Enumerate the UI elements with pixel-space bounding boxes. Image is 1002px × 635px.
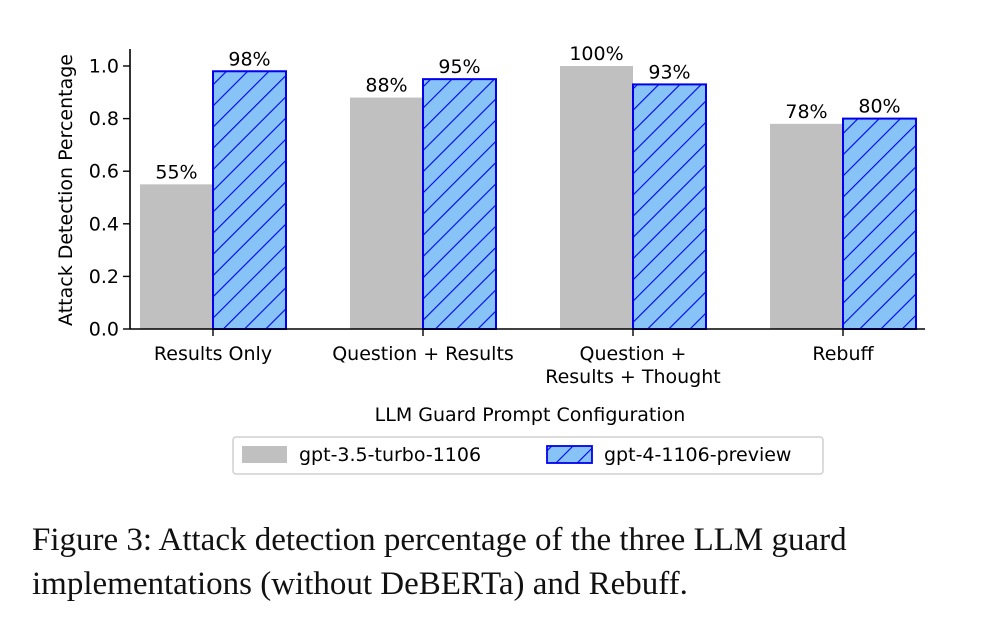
y-tick-label: 1.0: [89, 56, 119, 78]
value-label-gpt4-2: 93%: [648, 61, 690, 83]
bar-gpt4-3: [842, 117, 917, 330]
bar-gpt35-2: [560, 66, 633, 329]
y-tick-label: 0.2: [89, 266, 119, 288]
bar-chart: 0.0 0.2 0.4 0.6 0.8 1.0 Results Only Question …: [55, 43, 925, 475]
bar-gpt35-3: [770, 123, 843, 329]
x-axis-label: LLM Guard Prompt Configuration: [375, 404, 686, 426]
y-tick-label: 0.0: [89, 319, 119, 341]
value-label-gpt35-1: 88%: [365, 75, 407, 97]
bar-gpt4-2: [632, 83, 707, 330]
x-tick-label: Results Only: [154, 343, 272, 365]
y-axis-label: Attack Detection Percentage: [55, 54, 77, 326]
y-tick-label: 0.8: [89, 108, 119, 130]
legend-swatch-gpt4: [546, 445, 593, 464]
x-tick-label: Question +: [580, 343, 687, 365]
y-tick-label: 0.4: [89, 213, 119, 235]
y-tick-label: 0.6: [89, 161, 119, 183]
value-label-gpt4-0: 98%: [228, 48, 270, 70]
bar-gpt4-1: [422, 78, 497, 331]
legend-label-gpt35: gpt-3.5-turbo-1106: [299, 444, 481, 466]
bar-gpt4-0: [212, 70, 287, 330]
legend: gpt-3.5-turbo-1106 gpt-4-1106-preview: [232, 436, 824, 475]
x-tick-label: Question + Results: [332, 343, 514, 365]
value-label-gpt35-2: 100%: [569, 43, 623, 65]
legend-frame: [232, 436, 824, 475]
x-tick-label: Rebuff: [812, 343, 874, 365]
value-label-gpt35-0: 55%: [155, 161, 197, 183]
value-label-gpt4-1: 95%: [438, 56, 480, 78]
bar-gpt35-0: [140, 184, 213, 329]
value-label-gpt35-3: 78%: [785, 101, 827, 123]
figure-caption: Figure 3: Attack detection percentage of…: [32, 522, 847, 602]
legend-label-gpt4: gpt-4-1106-preview: [604, 444, 791, 466]
x-tick-label: Results + Thought: [545, 366, 720, 388]
bar-gpt35-1: [350, 97, 423, 329]
legend-swatch-gpt35: [242, 446, 287, 463]
value-label-gpt4-3: 80%: [858, 96, 900, 118]
